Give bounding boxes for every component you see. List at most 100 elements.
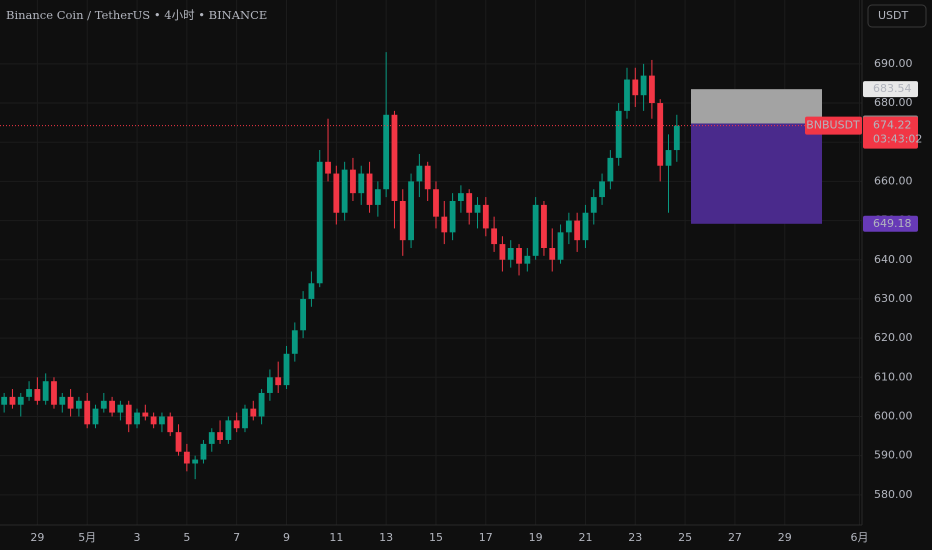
candle-body — [291, 330, 298, 354]
x-tick-label: 13 — [379, 531, 393, 544]
candle-body — [599, 181, 605, 198]
currency-button[interactable] — [867, 4, 927, 28]
candle-body — [416, 165, 423, 182]
candle-body — [34, 389, 41, 401]
candle-body — [433, 189, 439, 217]
y-tick-label: 680.00 — [874, 96, 913, 109]
currency-label[interactable]: USDT — [878, 9, 909, 22]
x-tick-label: 21 — [578, 531, 592, 544]
x-tick-label: 3 — [134, 531, 141, 544]
x-tick-label: 17 — [479, 531, 493, 544]
candle-body — [242, 408, 248, 429]
candle-body — [449, 200, 456, 233]
candle-body — [92, 408, 99, 425]
last-price-label: 674.22 — [873, 119, 912, 132]
symbol-tag: BNBUSDT — [806, 119, 860, 132]
symbol-tag-bg — [805, 116, 862, 135]
chart-title: Binance Coin / TetherUS • 4小时 • BINANCE — [6, 8, 267, 22]
candle-body — [167, 416, 174, 433]
y-tick-label: 630.00 — [874, 292, 913, 305]
candle-body — [474, 204, 481, 213]
candle-body — [325, 161, 331, 174]
x-tick-label: 7 — [233, 531, 240, 544]
y-tick-label: 620.00 — [874, 331, 913, 344]
candle-body — [640, 75, 647, 96]
candle-body — [615, 110, 622, 158]
candle-body — [366, 173, 373, 205]
candle-body — [51, 381, 57, 405]
candle-body — [374, 189, 381, 205]
x-tick-label: 29 — [778, 531, 792, 544]
candle-body — [283, 353, 290, 386]
y-tick-label: 660.00 — [874, 174, 913, 187]
y-tick-label: 640.00 — [874, 253, 913, 266]
y-tick-label: 590.00 — [874, 449, 913, 462]
candle-body — [233, 420, 240, 429]
x-tick-label: 9 — [283, 531, 290, 544]
candle-body — [125, 404, 132, 425]
candle-body — [541, 204, 547, 249]
stop-label: 649.18 — [873, 217, 912, 230]
candle-body — [142, 412, 149, 417]
candle-body — [1, 396, 8, 405]
y-tick-label: 580.00 — [874, 488, 913, 501]
candle-body — [333, 173, 340, 213]
x-tick-label: 11 — [329, 531, 343, 544]
candle-body — [341, 169, 348, 213]
x-tick-label: 23 — [628, 531, 642, 544]
x-tick-label: 25 — [678, 531, 692, 544]
candle-body — [673, 125, 680, 151]
candle-body — [59, 396, 66, 405]
candle-body — [424, 165, 431, 190]
candle-body — [26, 389, 32, 397]
candle-body — [466, 193, 473, 213]
candle-body — [225, 420, 232, 440]
y-tick-label: 690.00 — [874, 57, 913, 70]
candle-body — [109, 400, 116, 413]
candle-body — [590, 197, 597, 213]
x-tick-label: 6月 — [851, 531, 869, 544]
candle-body — [657, 103, 664, 166]
target-label: 683.54 — [873, 82, 912, 95]
candle-body — [266, 377, 273, 393]
candle-body — [624, 79, 630, 111]
candle-body — [100, 400, 107, 409]
candle-body — [134, 412, 140, 425]
candle-body — [516, 248, 522, 264]
candle-body — [391, 114, 398, 201]
candle-body — [159, 416, 165, 425]
last-price-bg — [863, 116, 918, 149]
candle-body — [275, 377, 282, 386]
candle-body — [582, 212, 589, 241]
candle-body — [150, 416, 157, 425]
candle-body — [565, 220, 572, 233]
candle-body — [75, 400, 82, 409]
candle-body — [574, 220, 581, 241]
candle-body — [632, 79, 639, 96]
candle-body — [300, 298, 307, 331]
candle-body — [17, 396, 24, 405]
x-tick-label: 15 — [429, 531, 443, 544]
candle-body — [399, 200, 406, 241]
candle-body — [208, 432, 215, 444]
candle-body — [358, 173, 365, 194]
candle-body — [9, 396, 16, 405]
candle-body — [549, 248, 556, 260]
x-tick-label: 27 — [728, 531, 742, 544]
candle-body — [665, 150, 672, 166]
countdown-label: 03:43:02 — [873, 133, 922, 146]
candle-body — [250, 408, 257, 417]
x-tick-label: 5月 — [78, 531, 96, 544]
candle-body — [117, 404, 124, 413]
candle-body — [499, 244, 506, 260]
candle-body — [557, 232, 564, 260]
candle-body — [507, 248, 514, 260]
stop-label-bg — [863, 215, 918, 232]
x-tick-label: 29 — [30, 531, 44, 544]
candle-body — [607, 157, 614, 182]
candle-body — [524, 255, 531, 264]
candle-body — [42, 381, 49, 401]
target-label-bg — [863, 81, 918, 98]
